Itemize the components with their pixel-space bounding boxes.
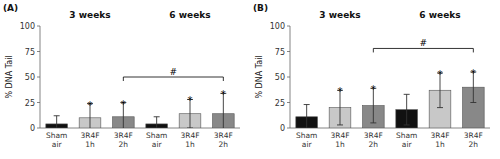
y-tick-label: 75 bbox=[25, 48, 35, 57]
y-tick bbox=[37, 51, 40, 52]
x-tick-label-line: air bbox=[402, 140, 413, 149]
x-tick-label-line: air bbox=[152, 140, 163, 149]
significance-bracket bbox=[373, 48, 473, 52]
y-tick bbox=[37, 102, 40, 103]
significance-star: * bbox=[221, 89, 226, 100]
x-tick-label: 3R4F2h bbox=[464, 131, 483, 149]
x-tick-label: Shamair bbox=[46, 131, 67, 149]
y-tick-label: 100 bbox=[20, 22, 35, 31]
panel: 0255075100% DNA Tail****#Shamair3R4F1h3R… bbox=[253, 3, 490, 149]
y-tick-label: 0 bbox=[280, 124, 285, 133]
x-tick-label-line: 2h bbox=[219, 140, 229, 149]
y-tick bbox=[37, 77, 40, 78]
x-tick-label-line: air bbox=[52, 140, 63, 149]
x-tick-label-line: 3R4F bbox=[180, 131, 199, 140]
x-tick-label-line: 2h bbox=[119, 140, 129, 149]
x-tick-label: Shamair bbox=[146, 131, 167, 149]
x-tick-label: 3R4F1h bbox=[430, 131, 449, 149]
x-tick-label-line: 3R4F bbox=[430, 131, 449, 140]
chart-root: 0255075100% DNA Tail****#Shamair3R4F1h3R… bbox=[0, 0, 500, 159]
background bbox=[0, 0, 500, 159]
bracket-label: # bbox=[420, 38, 428, 48]
y-tick bbox=[287, 77, 290, 78]
y-axis bbox=[40, 26, 41, 128]
x-tick-label-line: 3R4F bbox=[214, 131, 233, 140]
error-bar bbox=[404, 94, 410, 125]
y-tick-label: 25 bbox=[25, 99, 35, 108]
y-axis-label: % DNA Tail bbox=[5, 55, 14, 98]
x-axis bbox=[290, 128, 490, 129]
x-tick-label-line: 1h bbox=[185, 140, 195, 149]
x-tick-label-line: 3R4F bbox=[80, 131, 99, 140]
y-tick bbox=[287, 102, 290, 103]
y-tick-label: 25 bbox=[275, 99, 285, 108]
y-tick bbox=[287, 128, 290, 129]
x-tick-label-line: 1h bbox=[85, 140, 95, 149]
y-tick-label: 100 bbox=[270, 22, 285, 31]
error-bar bbox=[154, 117, 160, 128]
x-tick-label-line: Sham bbox=[146, 131, 167, 140]
significance-star: * bbox=[438, 69, 443, 80]
x-tick-label-line: Sham bbox=[46, 131, 67, 140]
y-tick bbox=[287, 26, 290, 27]
group-title: 6 weeks bbox=[419, 10, 460, 20]
x-tick-label-line: 3R4F bbox=[464, 131, 483, 140]
x-tick-label-line: 1h bbox=[335, 140, 345, 149]
group-title: 3 weeks bbox=[319, 10, 360, 20]
panel-label: (B) bbox=[253, 3, 268, 13]
x-tick-label-line: 2h bbox=[469, 140, 479, 149]
x-tick-label: 3R4F1h bbox=[80, 131, 99, 149]
y-tick-label: 75 bbox=[275, 48, 285, 57]
significance-star: * bbox=[121, 99, 126, 110]
significance-star: * bbox=[88, 100, 93, 111]
panel-label: (A) bbox=[3, 3, 18, 13]
panel: 0255075100% DNA Tail****#Shamair3R4F1h3R… bbox=[3, 3, 240, 149]
y-tick-label: 0 bbox=[30, 124, 35, 133]
x-tick-label: 3R4F2h bbox=[364, 131, 383, 149]
y-tick bbox=[287, 51, 290, 52]
x-tick-label-line: 3R4F bbox=[330, 131, 349, 140]
group-title: 3 weeks bbox=[69, 10, 110, 20]
x-tick-label: Shamair bbox=[296, 131, 317, 149]
x-tick-label-line: air bbox=[302, 140, 313, 149]
x-tick-label-line: 1h bbox=[435, 140, 445, 149]
x-tick-label: 3R4F2h bbox=[114, 131, 133, 149]
error-bar bbox=[54, 116, 60, 128]
x-tick-label-line: 2h bbox=[369, 140, 379, 149]
group-title: 6 weeks bbox=[169, 10, 210, 20]
x-tick-label: 3R4F2h bbox=[214, 131, 233, 149]
y-tick-label: 50 bbox=[25, 73, 35, 82]
x-tick-label: 3R4F1h bbox=[180, 131, 199, 149]
y-axis bbox=[290, 26, 291, 128]
x-tick-label-line: 3R4F bbox=[114, 131, 133, 140]
x-tick-label-line: Sham bbox=[296, 131, 317, 140]
marks bbox=[296, 72, 484, 128]
significance-star: * bbox=[371, 84, 376, 95]
bracket-label: # bbox=[170, 67, 178, 77]
y-axis-label: % DNA Tail bbox=[255, 55, 264, 98]
x-tick-label: Shamair bbox=[396, 131, 417, 149]
significance-star: * bbox=[188, 95, 193, 106]
x-tick-label: 3R4F1h bbox=[330, 131, 349, 149]
x-tick-label-line: Sham bbox=[396, 131, 417, 140]
significance-star: * bbox=[338, 86, 343, 97]
significance-bracket bbox=[123, 77, 223, 81]
y-tick-label: 50 bbox=[275, 73, 285, 82]
x-axis bbox=[40, 128, 240, 129]
error-bar bbox=[304, 105, 310, 128]
significance-star: * bbox=[471, 68, 476, 79]
marks bbox=[46, 93, 234, 128]
x-tick-label-line: 3R4F bbox=[364, 131, 383, 140]
y-tick bbox=[37, 128, 40, 129]
y-tick bbox=[37, 26, 40, 27]
